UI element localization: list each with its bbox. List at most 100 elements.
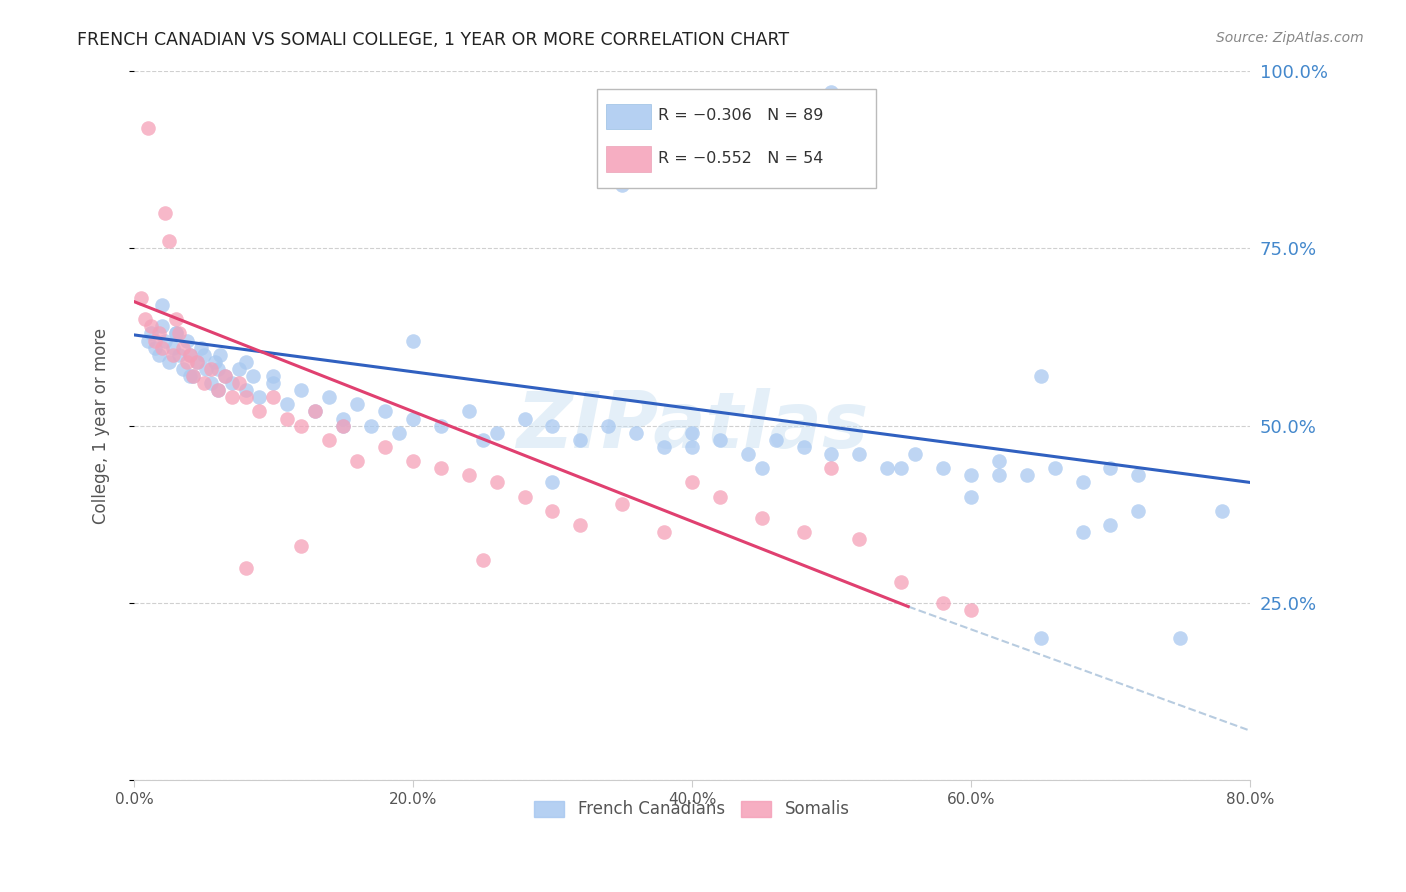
Point: [820, 447, 842, 461]
Point: [204, 355, 226, 369]
Point: [1128, 468, 1150, 483]
Point: [262, 390, 284, 404]
Point: [374, 404, 396, 418]
Point: [193, 348, 215, 362]
Point: [249, 404, 271, 418]
Point: [186, 355, 208, 369]
Point: [1099, 518, 1122, 533]
Point: [820, 461, 842, 475]
Point: [235, 383, 257, 397]
Point: [569, 433, 592, 447]
Point: [485, 475, 508, 490]
Point: [262, 376, 284, 391]
Point: [150, 341, 173, 355]
Point: [207, 383, 229, 397]
Point: [1029, 369, 1052, 384]
FancyBboxPatch shape: [598, 89, 876, 188]
Point: [346, 454, 368, 468]
Point: [876, 461, 898, 475]
Point: [318, 390, 340, 404]
Point: [1071, 475, 1094, 490]
Legend: French Canadians, Somalis: French Canadians, Somalis: [527, 794, 856, 825]
Point: [987, 454, 1010, 468]
Point: [904, 447, 927, 461]
Point: [430, 418, 453, 433]
Point: [457, 404, 479, 418]
Point: [890, 461, 912, 475]
Point: [181, 369, 204, 384]
Point: [200, 362, 222, 376]
Point: [290, 383, 312, 397]
Point: [129, 291, 152, 305]
Point: [139, 319, 162, 334]
Point: [136, 120, 159, 135]
Point: [167, 326, 190, 341]
Point: [793, 524, 815, 539]
Point: [165, 312, 187, 326]
Point: [598, 418, 620, 433]
Point: [652, 524, 675, 539]
Point: [890, 574, 912, 589]
Point: [157, 355, 180, 369]
Point: [737, 447, 759, 461]
Point: [242, 369, 264, 384]
Point: [709, 490, 731, 504]
Point: [200, 376, 222, 391]
Point: [235, 390, 257, 404]
Point: [541, 504, 564, 518]
Point: [471, 433, 494, 447]
Point: [471, 553, 494, 567]
Point: [207, 383, 229, 397]
Point: [765, 433, 787, 447]
Point: [179, 369, 201, 384]
Point: [960, 603, 983, 617]
Point: [228, 362, 250, 376]
Point: [1043, 461, 1066, 475]
Point: [1211, 504, 1233, 518]
Point: [932, 596, 955, 610]
Point: [402, 454, 425, 468]
Point: [276, 397, 298, 411]
Point: [332, 418, 354, 433]
Point: [176, 334, 198, 348]
Point: [148, 348, 170, 362]
Point: [157, 234, 180, 248]
Point: [960, 468, 983, 483]
Point: [176, 355, 198, 369]
Point: [402, 334, 425, 348]
Point: [360, 418, 382, 433]
Point: [214, 369, 236, 384]
Point: [172, 362, 194, 376]
Point: [541, 418, 564, 433]
Point: [172, 341, 194, 355]
Point: [1071, 524, 1094, 539]
Point: [276, 411, 298, 425]
Point: [681, 425, 703, 440]
Point: [190, 341, 212, 355]
Point: [848, 447, 870, 461]
Point: [179, 348, 201, 362]
Point: [134, 312, 156, 326]
Point: [290, 539, 312, 553]
Text: FRENCH CANADIAN VS SOMALI COLLEGE, 1 YEAR OR MORE CORRELATION CHART: FRENCH CANADIAN VS SOMALI COLLEGE, 1 YEA…: [77, 31, 789, 49]
Point: [624, 425, 647, 440]
Point: [1029, 632, 1052, 646]
Point: [318, 433, 340, 447]
FancyBboxPatch shape: [606, 103, 651, 129]
Point: [848, 532, 870, 546]
Point: [153, 334, 176, 348]
Point: [186, 355, 208, 369]
Point: [150, 319, 173, 334]
Point: [249, 390, 271, 404]
Point: [332, 411, 354, 425]
Point: [262, 369, 284, 384]
Point: [513, 411, 536, 425]
Point: [290, 418, 312, 433]
Point: [221, 390, 243, 404]
Text: ZIPatlas: ZIPatlas: [516, 388, 868, 464]
Point: [207, 362, 229, 376]
Point: [167, 348, 190, 362]
Point: [143, 334, 166, 348]
Point: [1099, 461, 1122, 475]
Point: [165, 326, 187, 341]
